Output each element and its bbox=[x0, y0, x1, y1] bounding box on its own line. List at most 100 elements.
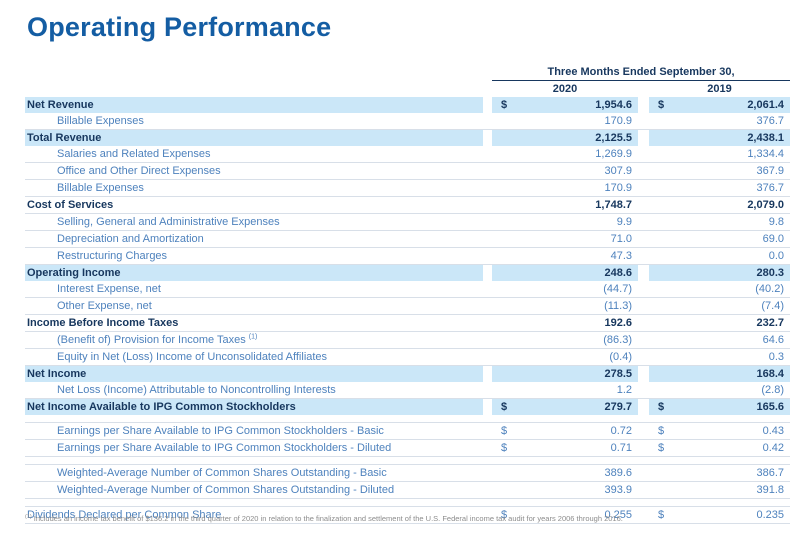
row-label: Billable Expenses bbox=[25, 112, 483, 130]
value-2020: 1,954.6 bbox=[595, 98, 632, 111]
row-label: Office and Other Direct Expenses bbox=[25, 162, 483, 180]
currency-symbol: $ bbox=[501, 508, 508, 521]
value-2019: (7.4) bbox=[761, 299, 785, 312]
value-2020: (86.3) bbox=[603, 333, 632, 346]
value-2019: 168.4 bbox=[756, 367, 785, 380]
value-2019: 2,079.0 bbox=[747, 198, 785, 211]
table-row-eps-diluted: Earnings per Share Available to IPG Comm… bbox=[25, 439, 791, 457]
row-label: Restructuring Charges bbox=[25, 247, 483, 265]
currency-symbol: $ bbox=[501, 424, 508, 437]
row-label: Depreciation and Amortization bbox=[25, 230, 483, 248]
value-2020: 1,748.7 bbox=[595, 198, 632, 211]
table-row-sga-expenses: Selling, General and Administrative Expe… bbox=[25, 213, 791, 231]
value-2019: 367.9 bbox=[756, 164, 785, 177]
table-row-billable-expenses: Billable Expenses 170.9 376.7 bbox=[25, 112, 791, 130]
value-2020: 248.6 bbox=[604, 266, 632, 279]
value-2019: 165.6 bbox=[756, 400, 785, 413]
value-2019: 376.7 bbox=[756, 181, 785, 194]
table-row-provision-income-taxes: (Benefit of) Provision for Income Taxes … bbox=[25, 331, 791, 349]
value-2019: 0.235 bbox=[756, 508, 785, 521]
currency-symbol: $ bbox=[658, 508, 665, 521]
table-row-net-income: Net Income 278.5 168.4 bbox=[25, 365, 791, 382]
footnote-text: Includes an income tax benefit of $136.2… bbox=[33, 514, 623, 523]
value-2019: 232.7 bbox=[756, 316, 785, 329]
value-2020: 1.2 bbox=[616, 383, 632, 396]
table-row-weighted-shares-diluted: Weighted-Average Number of Common Shares… bbox=[25, 481, 791, 499]
row-label: Cost of Services bbox=[25, 196, 483, 214]
table-row-eps-basic: Earnings per Share Available to IPG Comm… bbox=[25, 422, 791, 440]
value-2020: 389.6 bbox=[604, 466, 632, 479]
value-2020: 71.0 bbox=[610, 232, 632, 245]
table-row-noncontrolling-interests: Net Loss (Income) Attributable to Noncon… bbox=[25, 381, 791, 399]
page-title: Operating Performance bbox=[27, 12, 332, 42]
row-label: Weighted-Average Number of Common Shares… bbox=[25, 464, 483, 482]
row-label: Net Income bbox=[25, 365, 483, 382]
value-2019: 0.0 bbox=[768, 249, 785, 262]
table-row-interest-expense: Interest Expense, net (44.7) (40.2) bbox=[25, 280, 791, 298]
row-label: Net Revenue bbox=[25, 96, 483, 113]
value-2019: 69.0 bbox=[762, 232, 785, 245]
table-row-restructuring-charges: Restructuring Charges 47.3 0.0 bbox=[25, 247, 791, 265]
value-2019: 0.42 bbox=[762, 441, 785, 454]
value-2019: 1,334.4 bbox=[747, 147, 785, 160]
currency-symbol: $ bbox=[658, 441, 665, 454]
value-2019: 391.8 bbox=[756, 483, 785, 496]
value-2019: 2,438.1 bbox=[747, 131, 785, 144]
year-header-row: 2020 2019 bbox=[25, 80, 790, 97]
table-row-weighted-shares-basic: Weighted-Average Number of Common Shares… bbox=[25, 464, 791, 482]
value-2020: 0.255 bbox=[604, 508, 632, 521]
value-2019: (40.2) bbox=[755, 282, 785, 295]
row-label: Billable Expenses bbox=[25, 179, 483, 197]
table-row-income-before-taxes: Income Before Income Taxes 192.6 232.7 bbox=[25, 314, 791, 332]
currency-symbol: $ bbox=[501, 98, 508, 111]
row-label: Operating Income bbox=[25, 264, 483, 281]
row-label: Other Expense, net bbox=[25, 297, 483, 315]
table-row-depreciation-amortization: Depreciation and Amortization 71.0 69.0 bbox=[25, 230, 791, 248]
row-label: Net Income Available to IPG Common Stock… bbox=[25, 398, 483, 415]
currency-symbol: $ bbox=[501, 441, 508, 454]
row-label: Net Loss (Income) Attributable to Noncon… bbox=[25, 381, 483, 399]
value-2020: 192.6 bbox=[604, 316, 632, 329]
value-2019: 9.8 bbox=[768, 215, 785, 228]
table-row-equity-unconsolidated-affiliates: Equity in Net (Loss) Income of Unconsoli… bbox=[25, 348, 791, 366]
period-header: Three Months Ended September 30, bbox=[492, 64, 791, 81]
value-2019: 0.43 bbox=[762, 424, 785, 437]
value-2020: 2,125.5 bbox=[595, 131, 632, 144]
table-row-operating-income: Operating Income 248.6 280.3 bbox=[25, 264, 791, 281]
row-label: Dividends Declared per Common Share bbox=[25, 506, 483, 524]
value-2020: 1,269.9 bbox=[595, 147, 632, 160]
value-2020: 307.9 bbox=[604, 164, 632, 177]
row-label-text: (Benefit of) Provision for Income Taxes bbox=[57, 333, 246, 346]
section-spacer bbox=[25, 456, 791, 465]
value-2020: 9.9 bbox=[616, 215, 632, 228]
table-row-net-revenue: Net Revenue $1,954.6 $2,061.4 bbox=[25, 96, 791, 113]
table-row-net-income-available-ipg: Net Income Available to IPG Common Stock… bbox=[25, 398, 791, 415]
value-2020: 170.9 bbox=[604, 181, 632, 194]
currency-symbol: $ bbox=[501, 400, 508, 413]
value-2019: (2.8) bbox=[761, 383, 785, 396]
table-row-salaries: Salaries and Related Expenses 1,269.9 1,… bbox=[25, 145, 791, 163]
footnote: (1) Includes an income tax benefit of $13… bbox=[25, 514, 785, 523]
section-spacer bbox=[25, 414, 791, 423]
value-2020: 279.7 bbox=[604, 400, 632, 413]
section-spacer bbox=[25, 498, 791, 507]
value-2020: (44.7) bbox=[603, 282, 632, 295]
footnote-reference: (1) bbox=[248, 332, 258, 340]
table-row-office-direct-expenses: Office and Other Direct Expenses 307.9 3… bbox=[25, 162, 791, 180]
value-2020: 0.72 bbox=[610, 424, 632, 437]
table-row-total-revenue: Total Revenue 2,125.5 2,438.1 bbox=[25, 129, 791, 146]
value-2020: 278.5 bbox=[604, 367, 632, 380]
currency-symbol: $ bbox=[658, 400, 665, 413]
row-label: Earnings per Share Available to IPG Comm… bbox=[25, 439, 483, 457]
value-2020: 47.3 bbox=[610, 249, 632, 262]
operating-performance-table: Three Months Ended September 30, 2020 20… bbox=[25, 64, 791, 524]
value-2019: 386.7 bbox=[756, 466, 785, 479]
currency-symbol: $ bbox=[658, 424, 665, 437]
value-2020: 170.9 bbox=[604, 114, 632, 127]
value-2020: (11.3) bbox=[604, 299, 632, 312]
row-label: Income Before Income Taxes bbox=[25, 314, 483, 332]
value-2019: 2,061.4 bbox=[747, 98, 785, 111]
column-header-2019: 2019 bbox=[707, 82, 732, 95]
row-label: Earnings per Share Available to IPG Comm… bbox=[25, 422, 483, 440]
